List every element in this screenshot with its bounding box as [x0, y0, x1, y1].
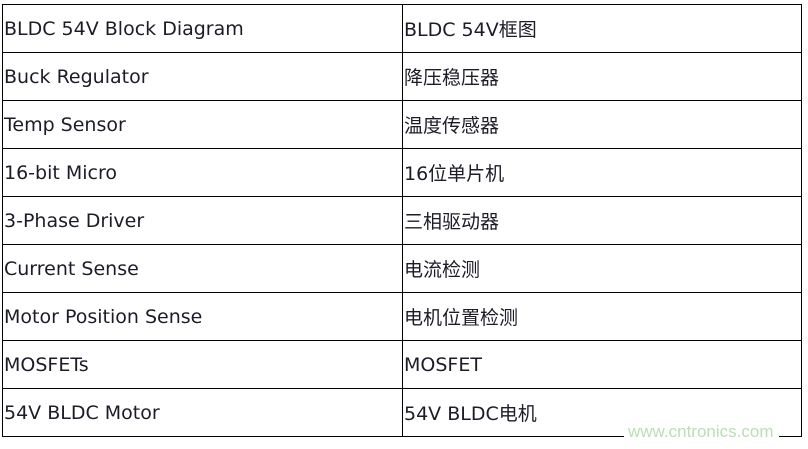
english-term-cell: MOSFETs: [2, 340, 403, 389]
chinese-term-cell: 电流检测: [402, 244, 802, 293]
table-row: Current Sense 电流检测: [2, 244, 802, 293]
table-row: Motor Position Sense 电机位置检测: [2, 292, 802, 341]
english-term-cell: BLDC 54V Block Diagram: [2, 4, 403, 53]
chinese-term-cell: MOSFET: [402, 340, 802, 389]
chinese-term-cell: 电机位置检测: [402, 292, 802, 341]
english-term-cell: Current Sense: [2, 244, 403, 293]
table-row: BLDC 54V Block Diagram BLDC 54V框图: [2, 4, 802, 53]
table-row: Buck Regulator 降压稳压器: [2, 52, 802, 101]
chinese-term-cell: 降压稳压器: [402, 52, 802, 101]
table-row: MOSFETs MOSFET: [2, 340, 802, 389]
chinese-term-cell: 温度传感器: [402, 100, 802, 149]
english-term-cell: Temp Sensor: [2, 100, 403, 149]
watermark: www.cntronics.com: [624, 422, 780, 444]
chinese-term-cell: 16位单片机: [402, 148, 802, 197]
translation-table: BLDC 54V Block Diagram BLDC 54V框图 Buck Reg…: [2, 4, 802, 437]
english-term-cell: 3-Phase Driver: [2, 196, 403, 245]
english-term-cell: 54V BLDC Motor: [2, 388, 403, 437]
table-row: 3-Phase Driver 三相驱动器: [2, 196, 802, 245]
chinese-term-cell: 三相驱动器: [402, 196, 802, 245]
english-term-cell: Buck Regulator: [2, 52, 403, 101]
table-row: Temp Sensor 温度传感器: [2, 100, 802, 149]
chinese-term-cell: BLDC 54V框图: [402, 4, 802, 53]
english-term-cell: Motor Position Sense: [2, 292, 403, 341]
english-term-cell: 16-bit Micro: [2, 148, 403, 197]
table-row: 16-bit Micro 16位单片机: [2, 148, 802, 197]
